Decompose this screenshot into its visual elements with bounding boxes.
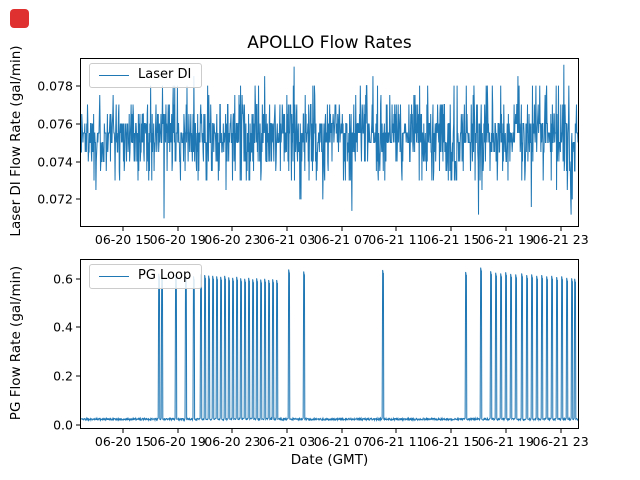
legend-label-laser-di: Laser DI: [138, 67, 192, 82]
y-tick-label: 0.072: [37, 191, 73, 207]
x-tick-mark: [122, 227, 124, 231]
x-tick-mark: [450, 429, 452, 433]
x-tick-mark: [505, 429, 507, 433]
x-tick-label: 06-20 19: [149, 232, 206, 247]
x-tick-label: 06-21 07: [313, 434, 370, 449]
x-tick-label: 06-20 23: [204, 434, 261, 449]
x-tick-mark: [395, 227, 397, 231]
x-tick-mark: [560, 429, 562, 433]
y-axis-label-laser-di: Laser DI Flow Rate (gal/min): [8, 45, 24, 237]
pg-loop-axes: PG Loop 06-20 15 06-20 19 06-20 23 06-21 03…: [53, 259, 589, 449]
x-tick-label: 06-21 07: [313, 232, 370, 247]
x-tick-mark: [395, 429, 397, 433]
x-tick-label: 06-21 19: [477, 434, 534, 449]
x-tick-mark: [560, 227, 562, 231]
y-tick-mark: [76, 326, 80, 328]
x-tick-mark: [231, 227, 233, 231]
chart-title: APOLLO Flow Rates: [247, 33, 412, 53]
x-tick-label: 06-20 23: [204, 232, 261, 247]
y-axis-label-pg-loop: PG Flow Rate (gal/min): [8, 265, 24, 421]
recording-indicator-icon: [10, 9, 29, 28]
x-tick-mark: [341, 227, 343, 231]
y-tick-label: 0.6: [53, 271, 73, 287]
y-tick-label: 0.2: [53, 368, 73, 384]
laser-di-legend: Laser DI: [89, 63, 203, 88]
x-tick-label: 06-21 11: [368, 232, 425, 247]
laser-di-line: [81, 64, 578, 219]
y-tick-label: 0.076: [37, 116, 73, 131]
x-tick-label: 06-21 15: [423, 434, 480, 449]
x-tick-label: 06-21 23: [532, 434, 589, 449]
x-tick-mark: [177, 429, 179, 433]
y-tick-label: 0.0: [53, 417, 73, 433]
x-tick-label: 06-21 15: [423, 232, 480, 247]
x-tick-mark: [122, 429, 124, 433]
x-tick-label: 06-21 11: [368, 434, 425, 449]
x-tick-mark: [341, 429, 343, 433]
laser-di-axes: Laser DI 06-20 15 06-20 19 06-20 23 06-21 0…: [37, 58, 589, 247]
y-tick-mark: [76, 123, 80, 124]
x-tick-mark: [505, 227, 507, 231]
y-tick-mark: [76, 198, 80, 200]
x-tick-mark: [450, 227, 452, 231]
x-tick-label: 06-21 03: [258, 232, 316, 247]
y-tick-label: 0.4: [53, 319, 73, 335]
y-tick-mark: [76, 375, 80, 377]
y-tick-mark: [76, 424, 80, 426]
legend-label-pg-loop: PG Loop: [138, 268, 192, 283]
x-tick-mark: [286, 429, 288, 433]
pg-loop-line: [81, 267, 578, 423]
x-tick-mark: [177, 227, 179, 231]
x-tick-label: 06-21 19: [477, 232, 534, 247]
x-axis-label: Date (GMT): [290, 452, 369, 468]
legend-line-sample-icon: [99, 275, 129, 277]
pg-loop-legend: PG Loop: [89, 264, 203, 289]
y-tick-label: 0.078: [37, 78, 73, 94]
x-tick-label: 06-21 03: [258, 434, 316, 449]
laser-di-plot: [81, 64, 578, 219]
x-tick-label: 06-21 23: [532, 232, 589, 247]
y-tick-mark: [76, 85, 80, 87]
x-tick-label: 06-20 15: [94, 434, 152, 449]
x-tick-label: 06-20 19: [149, 434, 206, 449]
x-tick-mark: [231, 429, 233, 433]
y-tick-mark: [76, 161, 80, 162]
legend-line-sample-icon: [99, 74, 129, 76]
x-tick-label: 06-20 15: [94, 232, 152, 247]
x-tick-mark: [286, 227, 288, 231]
y-tick-mark: [76, 278, 80, 280]
y-tick-label: 0.074: [37, 154, 73, 169]
